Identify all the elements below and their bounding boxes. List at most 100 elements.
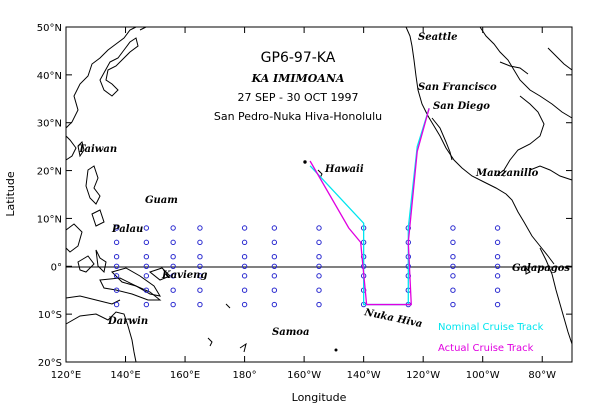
- buoy-point: [316, 263, 322, 269]
- lat-tick-label: 0°: [51, 262, 62, 273]
- buoy-point: [197, 263, 203, 269]
- lon-tick-label: 80°W: [528, 370, 556, 381]
- actual-cruise-track: [309, 108, 430, 306]
- place-san-francisco: San Francisco: [418, 82, 497, 93]
- lon-tick-label: 120°E: [51, 370, 81, 381]
- lat-tick-label: 10°N: [37, 214, 62, 225]
- y-axis-title: Latitude: [4, 171, 17, 217]
- buoy-point: [113, 273, 120, 279]
- buoy-point: [143, 301, 150, 308]
- legend-actual: Actual Cruise Track: [438, 343, 534, 354]
- buoy-point: [197, 287, 203, 293]
- buoy-array: [113, 225, 501, 308]
- buoy-point: [197, 301, 203, 308]
- ship-name: KA IMIMOANA: [251, 72, 345, 85]
- lat-tick-label: 30°N: [37, 119, 62, 130]
- buoy-point: [450, 263, 456, 269]
- buoy-point: [494, 263, 501, 269]
- lat-tick-label: 40°N: [37, 71, 62, 82]
- buoy-point: [450, 225, 456, 231]
- buoy-point: [450, 239, 456, 246]
- buoy-point: [143, 287, 150, 293]
- lon-tick-label: 140°E: [110, 370, 140, 381]
- buoy-point: [450, 301, 456, 308]
- buoy-point: [450, 254, 456, 260]
- lon-tick-label: 180°: [233, 370, 257, 381]
- x-axis-title: Longitude: [292, 391, 347, 404]
- buoy-point: [316, 273, 322, 279]
- buoy-point: [271, 254, 278, 260]
- buoy-point: [170, 239, 176, 246]
- buoy-point: [170, 273, 176, 279]
- buoy-point: [241, 263, 248, 269]
- buoy-point: [113, 239, 120, 246]
- buoy-point: [170, 301, 176, 308]
- place-taiwan: Taiwan: [78, 144, 117, 155]
- buoy-point: [170, 254, 176, 260]
- buoy-point: [241, 301, 248, 308]
- buoy-point: [170, 263, 176, 269]
- buoy-point: [113, 287, 120, 293]
- buoy-point: [170, 287, 176, 293]
- place-palau: Palau: [111, 224, 143, 235]
- lat-tick-label: 10°S: [38, 310, 62, 321]
- buoy-point: [494, 239, 501, 246]
- buoy-point: [197, 239, 203, 246]
- buoy-point: [271, 301, 278, 308]
- buoy-point: [197, 273, 203, 279]
- lon-tick-label: 160°E: [170, 370, 200, 381]
- buoy-point: [113, 254, 120, 260]
- buoy-point: [241, 287, 248, 293]
- lon-tick-label: 120°W: [406, 370, 440, 381]
- buoy-point: [271, 263, 278, 269]
- place-guam: Guam: [145, 195, 178, 206]
- place-kavieng: Kavieng: [161, 270, 207, 281]
- buoy-point: [316, 225, 322, 231]
- buoy-point: [170, 225, 176, 231]
- buoy-point: [494, 254, 501, 260]
- buoy-point: [450, 273, 456, 279]
- lat-tick-label: 50°N: [37, 23, 62, 34]
- place-manzanillo: Manzanillo: [475, 168, 539, 179]
- place-nuka-hiva: Nuka Hiva: [362, 307, 423, 330]
- buoy-point: [271, 273, 278, 279]
- coastlines: [65, 26, 573, 363]
- buoy-point: [494, 287, 501, 293]
- buoy-point: [113, 225, 120, 231]
- lon-tick-label: 100°W: [466, 370, 500, 381]
- lon-tick-label: 160°W: [287, 370, 321, 381]
- lat-tick-label: 20°S: [38, 358, 62, 369]
- place-galapagos: Galapagos: [512, 263, 570, 274]
- buoy-point: [197, 225, 203, 231]
- buoy-point: [143, 239, 150, 246]
- place-samoa: Samoa: [272, 327, 309, 338]
- buoy-point: [143, 225, 150, 231]
- buoy-point: [450, 287, 456, 293]
- buoy-point: [271, 225, 278, 231]
- lat-tick-label: 20°N: [37, 167, 62, 178]
- place-hawaii: Hawaii: [324, 164, 364, 175]
- place-san-diego: San Diego: [433, 101, 490, 112]
- buoy-point: [143, 273, 150, 279]
- buoy-point: [113, 263, 120, 269]
- buoy-point: [271, 287, 278, 293]
- lon-tick-label: 140°W: [347, 370, 381, 381]
- buoy-point: [494, 301, 501, 308]
- place-darwin: Darwin: [107, 316, 148, 327]
- buoy-point: [241, 254, 248, 260]
- buoy-point: [197, 254, 203, 260]
- buoy-point: [143, 263, 150, 269]
- buoy-point: [316, 301, 322, 308]
- buoy-point: [316, 239, 322, 246]
- place-seattle: Seattle: [418, 32, 457, 43]
- buoy-point: [316, 254, 322, 260]
- buoy-point: [494, 273, 501, 279]
- buoy-point: [241, 239, 248, 246]
- buoy-point: [241, 225, 248, 231]
- axis-ticks: 120°E 140°E 160°E 180° 160°W 140°W 120°W 100°W 8…: [37, 23, 572, 381]
- cruise-route: San Pedro-Nuka Hiva-Honolulu: [214, 110, 382, 123]
- map-frame: [65, 26, 573, 363]
- buoy-point: [271, 239, 278, 246]
- buoy-point: [113, 301, 120, 308]
- buoy-point: [316, 287, 322, 293]
